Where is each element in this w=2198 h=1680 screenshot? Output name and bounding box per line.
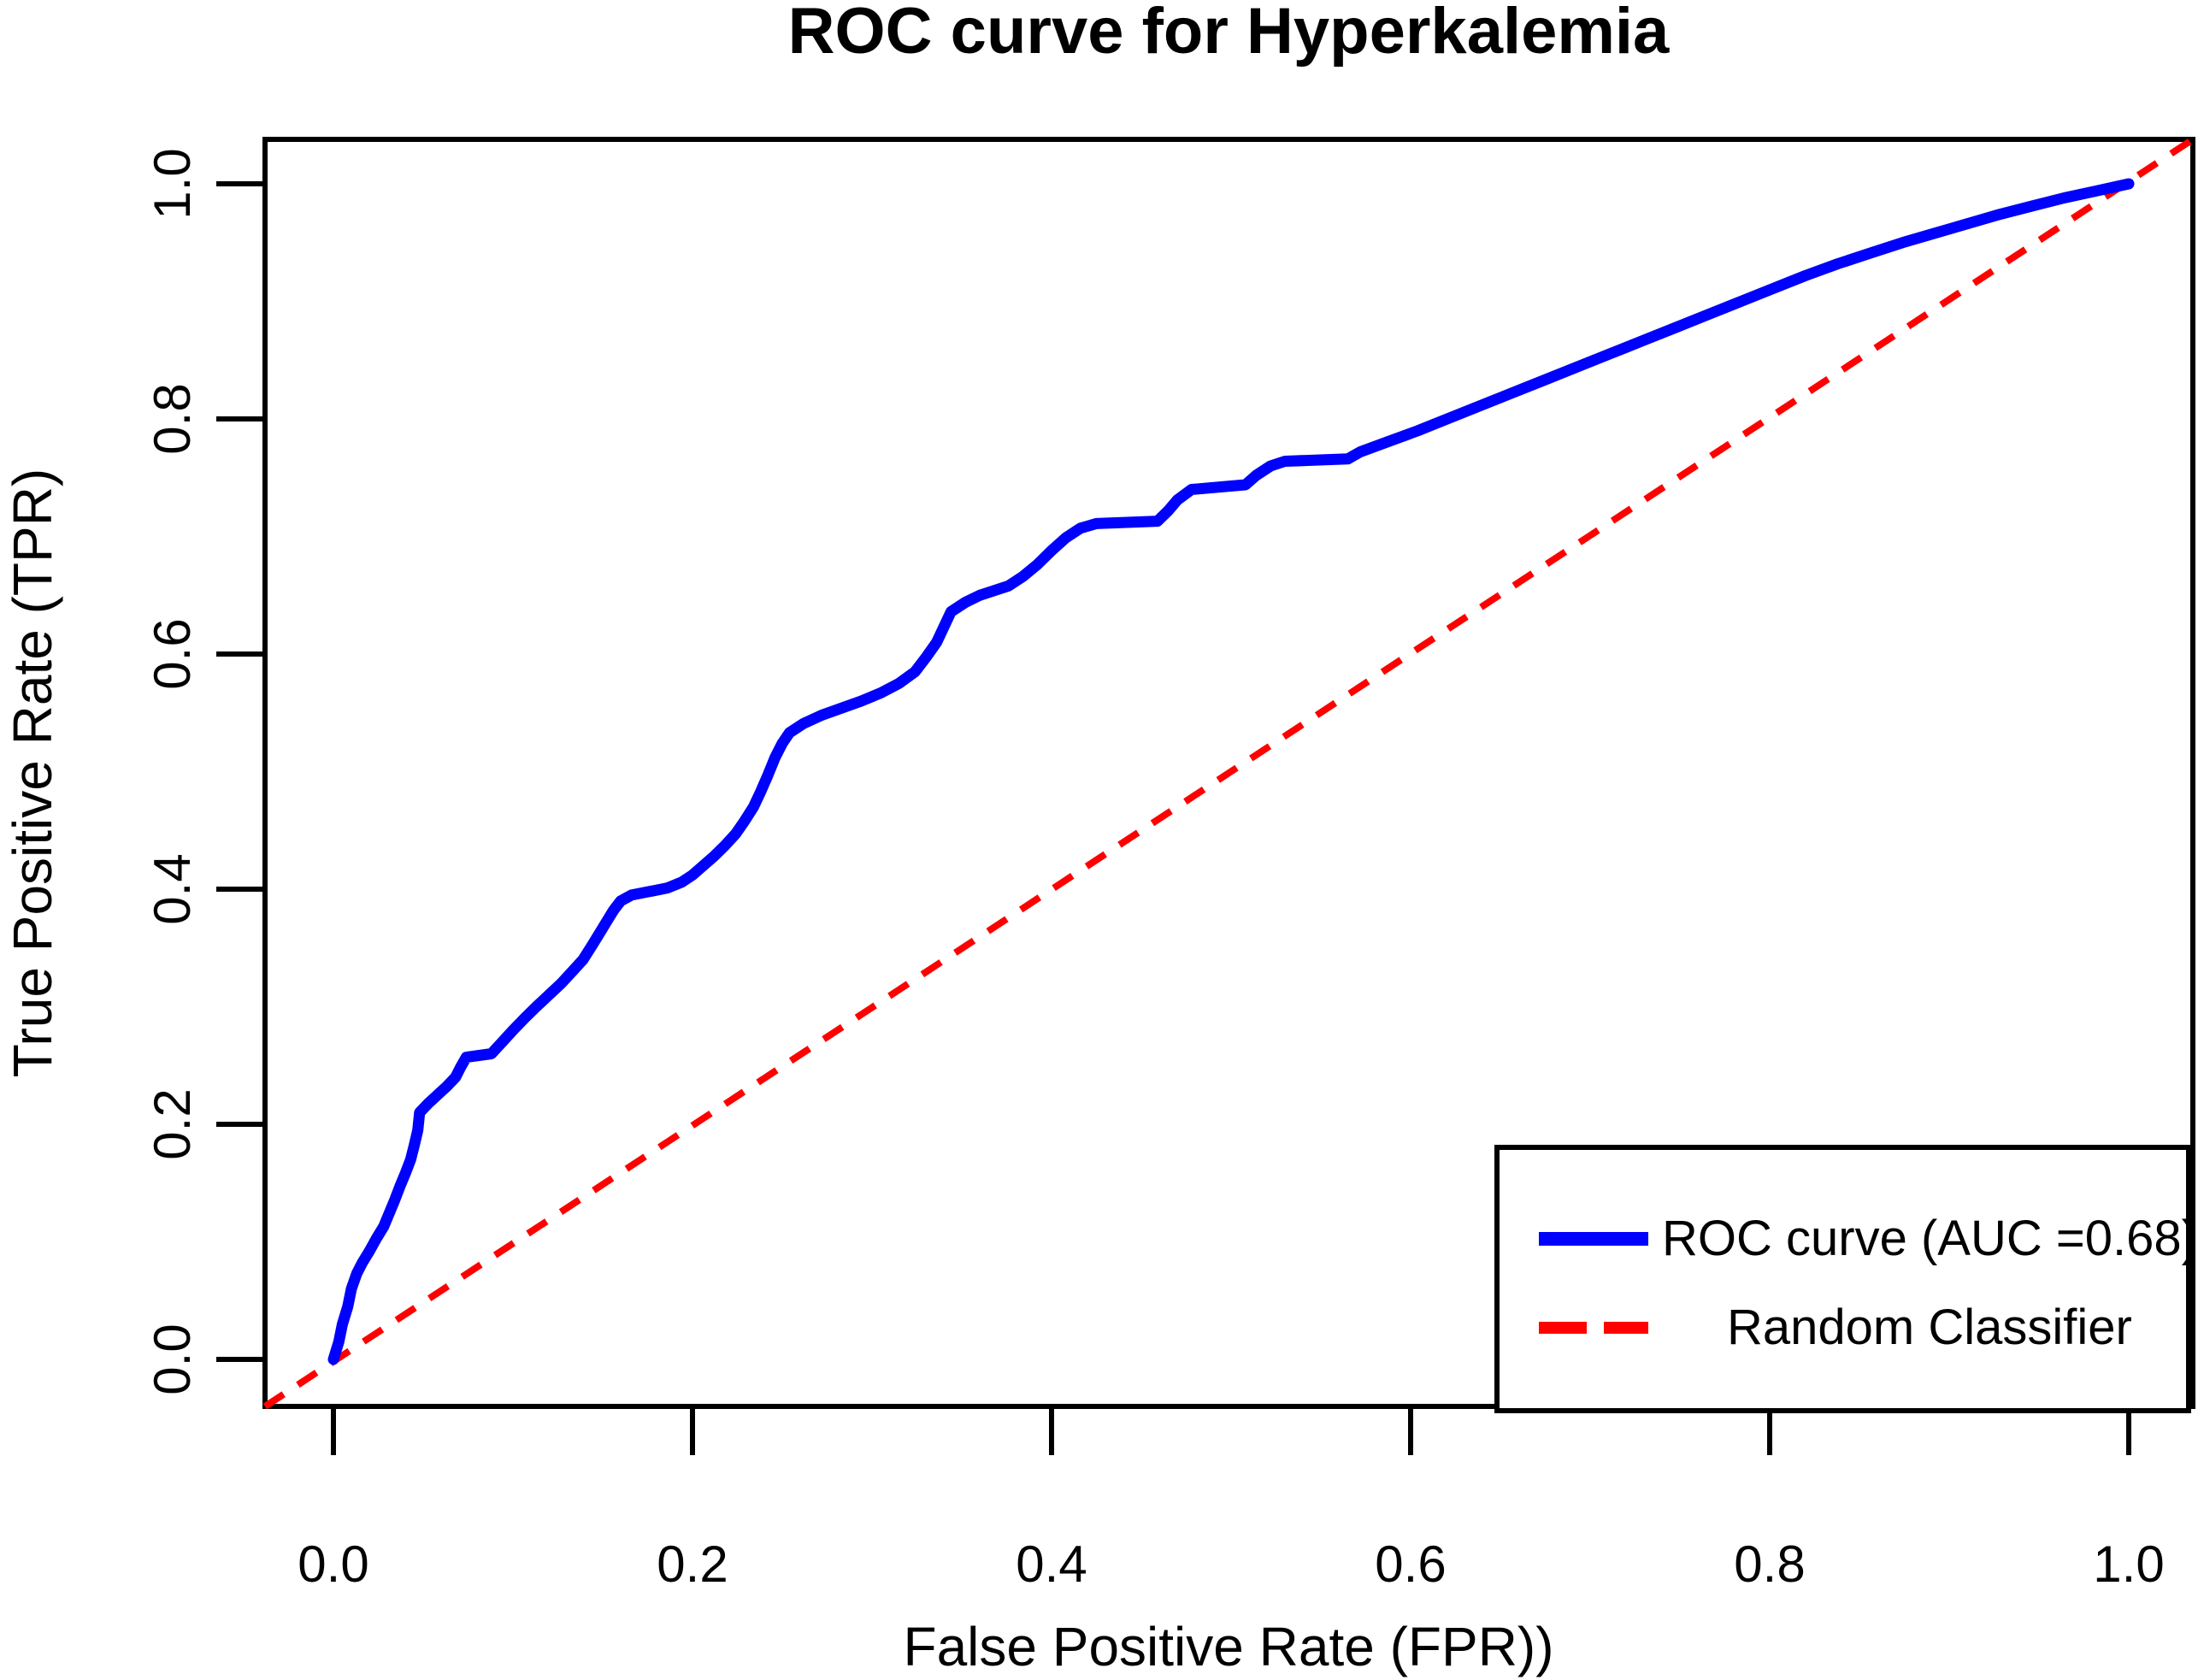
legend-roc-label: ROC curve (AUC =0.68) bbox=[1662, 1211, 2198, 1266]
y-tick-label: 0.4 bbox=[144, 853, 201, 924]
y-tick-label: 0.8 bbox=[144, 383, 201, 454]
legend-random-label: Random Classifier bbox=[1727, 1300, 2132, 1355]
x-tick-label: 0.4 bbox=[1016, 1536, 1087, 1593]
x-tick-label: 0.6 bbox=[1375, 1536, 1446, 1593]
y-axis-ticks: 0.0 0.2 0.4 0.6 0.8 1.0 bbox=[144, 148, 265, 1395]
x-axis-title: False Positive Rate (FPR)) bbox=[903, 1616, 1553, 1677]
chart-title: ROC curve for Hyperkalemia bbox=[788, 0, 1670, 68]
x-tick-label: 0.2 bbox=[657, 1536, 728, 1593]
plot-box bbox=[262, 137, 2195, 1409]
y-tick-label: 0.6 bbox=[144, 618, 201, 689]
legend-box bbox=[1494, 1145, 2191, 1413]
y-tick-label: 1.0 bbox=[144, 148, 201, 219]
y-axis-title: True Positive Rate (TPR) bbox=[2, 469, 63, 1077]
legend: ROC curve (AUC =0.68) Random Classifier bbox=[1494, 1145, 2198, 1413]
roc-curve-line bbox=[327, 178, 2135, 1365]
x-tick-label: 1.0 bbox=[2093, 1536, 2164, 1593]
random-classifier-line bbox=[262, 136, 2195, 1410]
y-tick-label: 0.0 bbox=[144, 1323, 201, 1394]
x-tick-label: 0.8 bbox=[1734, 1536, 1805, 1593]
x-axis-ticks: 0.0 0.2 0.4 0.6 0.8 1.0 bbox=[298, 1406, 2165, 1593]
y-tick-label: 0.2 bbox=[144, 1088, 201, 1159]
x-tick-label: 0.0 bbox=[298, 1536, 368, 1593]
